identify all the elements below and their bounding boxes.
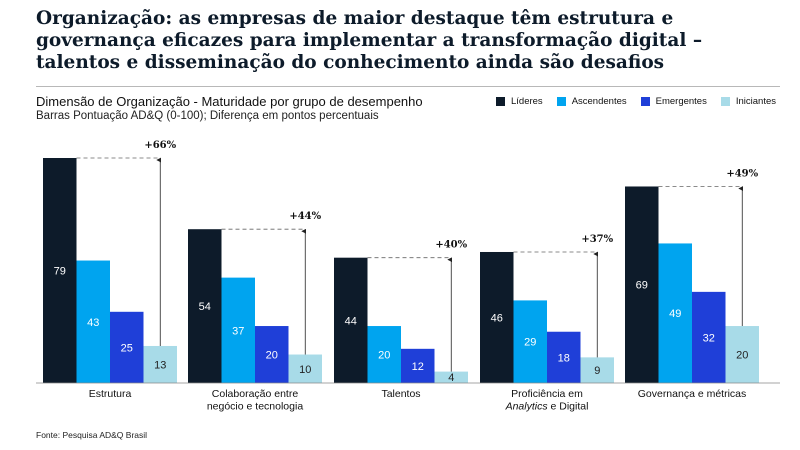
- category-label-governanca-e-metricas: Governança e métricas: [638, 388, 747, 400]
- diff-label-talentos: +40%: [435, 240, 467, 251]
- value-label-emergentes-estrutura: 25: [121, 342, 133, 354]
- legend-item-ascendentes: Ascendentes: [556, 96, 627, 107]
- value-label-lideres-estrutura: 79: [54, 266, 66, 278]
- legend-swatch-emergentes: [640, 97, 650, 106]
- value-label-ascendentes-estrutura: 43: [87, 317, 99, 329]
- bar-lideres-proficiencia-em-analytics-e-digital: [480, 251, 514, 383]
- bar-iniciantes-talentos: [434, 371, 468, 383]
- legend-item-lideres: Líderes: [496, 96, 543, 107]
- category-label-colaboracao-entre-negocio-e-tecnologia-line-1: Colaboração entre: [212, 388, 299, 400]
- value-label-emergentes-proficiencia-em-analytics-e-digital: 18: [558, 352, 570, 364]
- legend-swatch-lideres: [496, 97, 505, 106]
- value-label-iniciantes-colaboracao-entre-negocio-e-tecnologia: 10: [299, 364, 311, 376]
- bar-emergentes-colaboracao-entre-negocio-e-tecnologia: [255, 326, 289, 383]
- legend: Líderes Ascendentes Emergentes Iniciante…: [496, 96, 790, 107]
- value-label-ascendentes-colaboracao-entre-negocio-e-tecnologia: 37: [232, 325, 244, 337]
- bar-emergentes-governanca-e-metricas: [692, 291, 726, 383]
- diff-label-estrutura: +66%: [144, 140, 176, 151]
- bar-emergentes-proficiencia-em-analytics-e-digital: [547, 331, 581, 383]
- category-label-talentos: Talentos: [381, 388, 420, 400]
- bar-emergentes-talentos: [401, 348, 435, 383]
- value-label-iniciantes-talentos: 4: [448, 372, 454, 384]
- diff-label-colaboracao-entre-negocio-e-tecnologia: +44%: [289, 211, 321, 222]
- legend-item-emergentes: Emergentes: [640, 96, 707, 107]
- legend-swatch-iniciantes: [720, 97, 730, 106]
- value-label-emergentes-governanca-e-metricas: 32: [703, 332, 715, 344]
- bar-lideres-talentos: [334, 257, 368, 383]
- value-label-iniciantes-estrutura: 13: [154, 359, 166, 371]
- legend-label-lideres: Líderes: [511, 96, 543, 107]
- bar-lideres-estrutura: [43, 158, 77, 383]
- bar-ascendentes-colaboracao-entre-negocio-e-tecnologia: [221, 277, 255, 383]
- source-note: Fonte: Pesquisa AD&Q Brasil: [36, 430, 148, 440]
- chart-title: Dimensão de Organização - Maturidade por…: [36, 94, 423, 109]
- legend-swatch-ascendentes: [556, 97, 566, 106]
- bar-ascendentes-talentos: [367, 326, 401, 383]
- legend-label-ascendentes: Ascendentes: [571, 96, 627, 107]
- bar-ascendentes-proficiencia-em-analytics-e-digital: [513, 300, 547, 383]
- value-label-lideres-colaboracao-entre-negocio-e-tecnologia: 54: [199, 301, 211, 313]
- value-label-emergentes-colaboracao-entre-negocio-e-tecnologia: 20: [266, 350, 278, 362]
- bar-lideres-colaboracao-entre-negocio-e-tecnologia: [188, 229, 222, 383]
- bar-iniciantes-proficiencia-em-analytics-e-digital: [580, 357, 614, 383]
- bar-iniciantes-estrutura: [143, 345, 177, 383]
- legend-item-iniciantes: Iniciantes: [720, 96, 776, 107]
- value-label-ascendentes-proficiencia-em-analytics-e-digital: 29: [524, 337, 536, 349]
- bar-ascendentes-estrutura: [76, 260, 110, 383]
- value-label-iniciantes-governanca-e-metricas: 20: [736, 350, 748, 362]
- value-label-lideres-talentos: 44: [345, 315, 357, 327]
- value-label-lideres-proficiencia-em-analytics-e-digital: 46: [491, 312, 503, 324]
- category-label-estrutura: Estrutura: [89, 388, 132, 400]
- legend-label-iniciantes: Iniciantes: [735, 96, 776, 107]
- value-label-emergentes-talentos: 12: [412, 361, 424, 373]
- bar-emergentes-estrutura: [110, 311, 144, 383]
- bar-ascendentes-governanca-e-metricas: [658, 243, 692, 383]
- value-label-iniciantes-proficiencia-em-analytics-e-digital: 9: [594, 365, 600, 377]
- diff-label-governanca-e-metricas: +49%: [726, 168, 758, 179]
- category-label-proficiencia-em-analytics-e-digital-line-2: Analytics e Digital: [505, 401, 589, 413]
- value-label-ascendentes-governanca-e-metricas: 49: [669, 308, 681, 320]
- divider: [36, 86, 780, 87]
- category-label-colaboracao-entre-negocio-e-tecnologia-line-2: negócio e tecnologia: [207, 401, 303, 413]
- headline: Organização: as empresas de maior destaq…: [36, 8, 703, 73]
- legend-label-emergentes: Emergentes: [655, 96, 707, 107]
- category-label-proficiencia-em-analytics-e-digital-line-1: Proficiência em: [511, 388, 583, 400]
- bar-lideres-governanca-e-metricas: [625, 186, 659, 383]
- diff-label-proficiencia-em-analytics-e-digital: +37%: [581, 234, 613, 245]
- bar-iniciantes-governanca-e-metricas: [725, 326, 759, 383]
- bar-iniciantes-colaboracao-entre-negocio-e-tecnologia: [288, 354, 322, 383]
- chart-subtitle: Barras Pontuação AD&Q (0-100); Diferença…: [36, 110, 379, 122]
- value-label-ascendentes-talentos: 20: [378, 350, 390, 362]
- value-label-lideres-governanca-e-metricas: 69: [636, 280, 648, 292]
